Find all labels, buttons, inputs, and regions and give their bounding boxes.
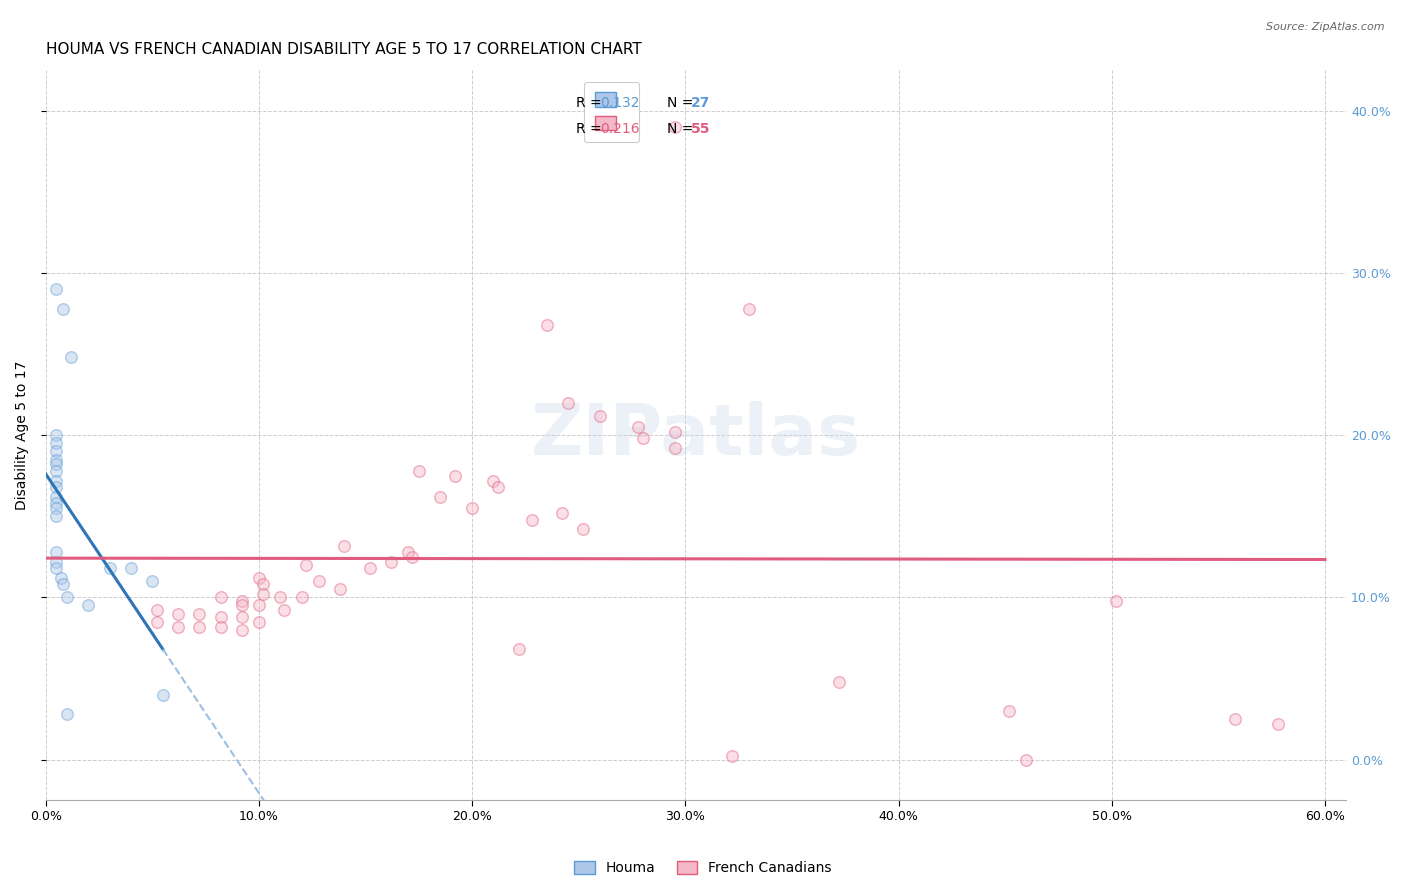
Point [294,558,316,572]
Point [52,577,75,591]
Point [209,591,232,605]
Point [188,607,211,621]
Point [550,506,572,520]
Point [664,425,686,439]
Point [231,593,253,607]
Point [145,615,167,629]
Point [231,623,253,637]
Point [520,512,543,526]
Point [444,468,467,483]
Point [269,591,291,605]
Point [77,599,100,613]
Point [45,490,67,504]
Point [664,120,686,135]
Text: 0.216: 0.216 [600,122,640,136]
Point [52,301,75,316]
Point [45,436,67,450]
Point [408,464,430,478]
Point [45,452,67,467]
Text: Source: ZipAtlas.com: Source: ZipAtlas.com [1267,22,1385,32]
Point [461,501,484,516]
Point [589,409,612,423]
Point [482,474,505,488]
Point [252,577,274,591]
Point [738,301,761,316]
Point [45,444,67,458]
Point [247,571,270,585]
Point [152,688,174,702]
Text: 27: 27 [690,95,710,110]
Point [557,396,579,410]
Point [627,420,650,434]
Point [45,561,67,575]
Legend: Houma, French Canadians: Houma, French Canadians [568,855,838,880]
Point [45,501,67,516]
Point [429,490,451,504]
Point [60,351,83,365]
Point [333,539,356,553]
Text: N =: N = [668,95,699,110]
Point [188,619,211,633]
Point [45,545,67,559]
Point [45,282,67,296]
Point [401,549,423,564]
Point [166,619,188,633]
Point [231,599,253,613]
Point [486,480,509,494]
Point [359,561,381,575]
Point [1225,712,1247,726]
Text: R =: R = [576,122,606,136]
Point [721,749,744,764]
Point [209,610,232,624]
Point [1015,752,1038,766]
Point [141,574,163,589]
Text: N =: N = [668,122,699,136]
Point [1267,716,1289,731]
Point [1105,593,1128,607]
Point [45,464,67,478]
Point [45,509,67,524]
Point [209,619,232,633]
Point [247,599,270,613]
Point [828,674,851,689]
Point [664,441,686,455]
Point [380,555,402,569]
Text: HOUMA VS FRENCH CANADIAN DISABILITY AGE 5 TO 17 CORRELATION CHART: HOUMA VS FRENCH CANADIAN DISABILITY AGE … [45,42,641,57]
Point [329,582,352,597]
Point [45,458,67,472]
Point [45,428,67,442]
Point [49,571,72,585]
Legend: , : , [583,82,638,142]
Point [166,607,188,621]
Point [45,474,67,488]
Point [998,704,1021,718]
Point [572,522,595,536]
Point [290,591,312,605]
Point [231,610,253,624]
Point [536,318,558,332]
Point [45,555,67,569]
Point [56,707,79,722]
Point [252,587,274,601]
Text: 55: 55 [690,122,710,136]
Point [98,561,121,575]
Point [247,615,270,629]
Point [120,561,142,575]
Point [273,603,295,617]
Point [45,480,67,494]
Text: 0.132: 0.132 [600,95,640,110]
Point [56,591,79,605]
Point [145,603,167,617]
Point [308,574,330,589]
Text: R =: R = [576,95,606,110]
Point [45,496,67,510]
Y-axis label: Disability Age 5 to 17: Disability Age 5 to 17 [15,360,30,510]
Point [396,545,419,559]
Point [631,432,654,446]
Text: ZIPatlas: ZIPatlas [531,401,860,470]
Point [508,642,530,657]
